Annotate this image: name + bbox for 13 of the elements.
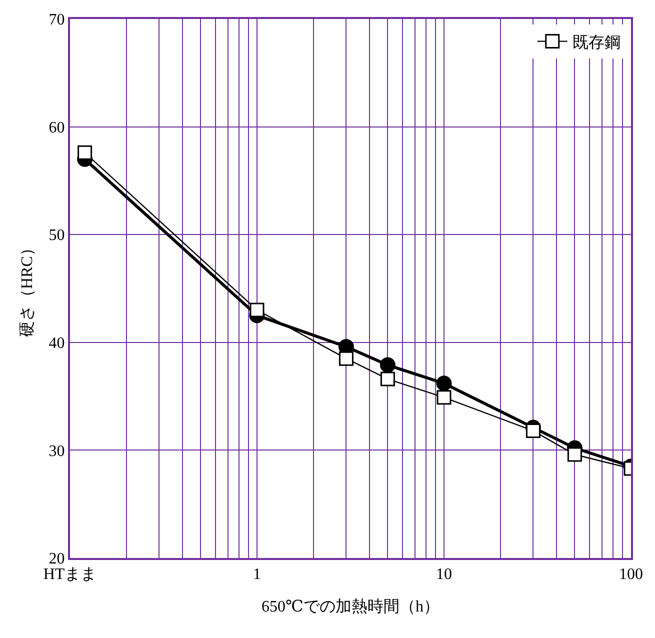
y-tick-label: 50: [48, 227, 65, 244]
legend-label: 既存鋼: [572, 34, 620, 52]
y-tick-label: 20: [48, 550, 65, 568]
x-axis-title: 650℃での加熱時間（h）: [262, 597, 440, 616]
y-tick-label: 70: [48, 12, 65, 29]
x-tick-label: HTまま: [43, 566, 97, 584]
y-tick-label: 40: [48, 335, 65, 352]
y-axis-title: 硬さ（HRC）: [19, 240, 36, 337]
x-tick-label: 100: [619, 566, 643, 584]
x-tick-label: 1: [253, 566, 261, 584]
y-tick-label: 30: [48, 442, 65, 460]
y-tick-label: 60: [48, 119, 65, 136]
x-tick-label: 10: [436, 566, 452, 584]
